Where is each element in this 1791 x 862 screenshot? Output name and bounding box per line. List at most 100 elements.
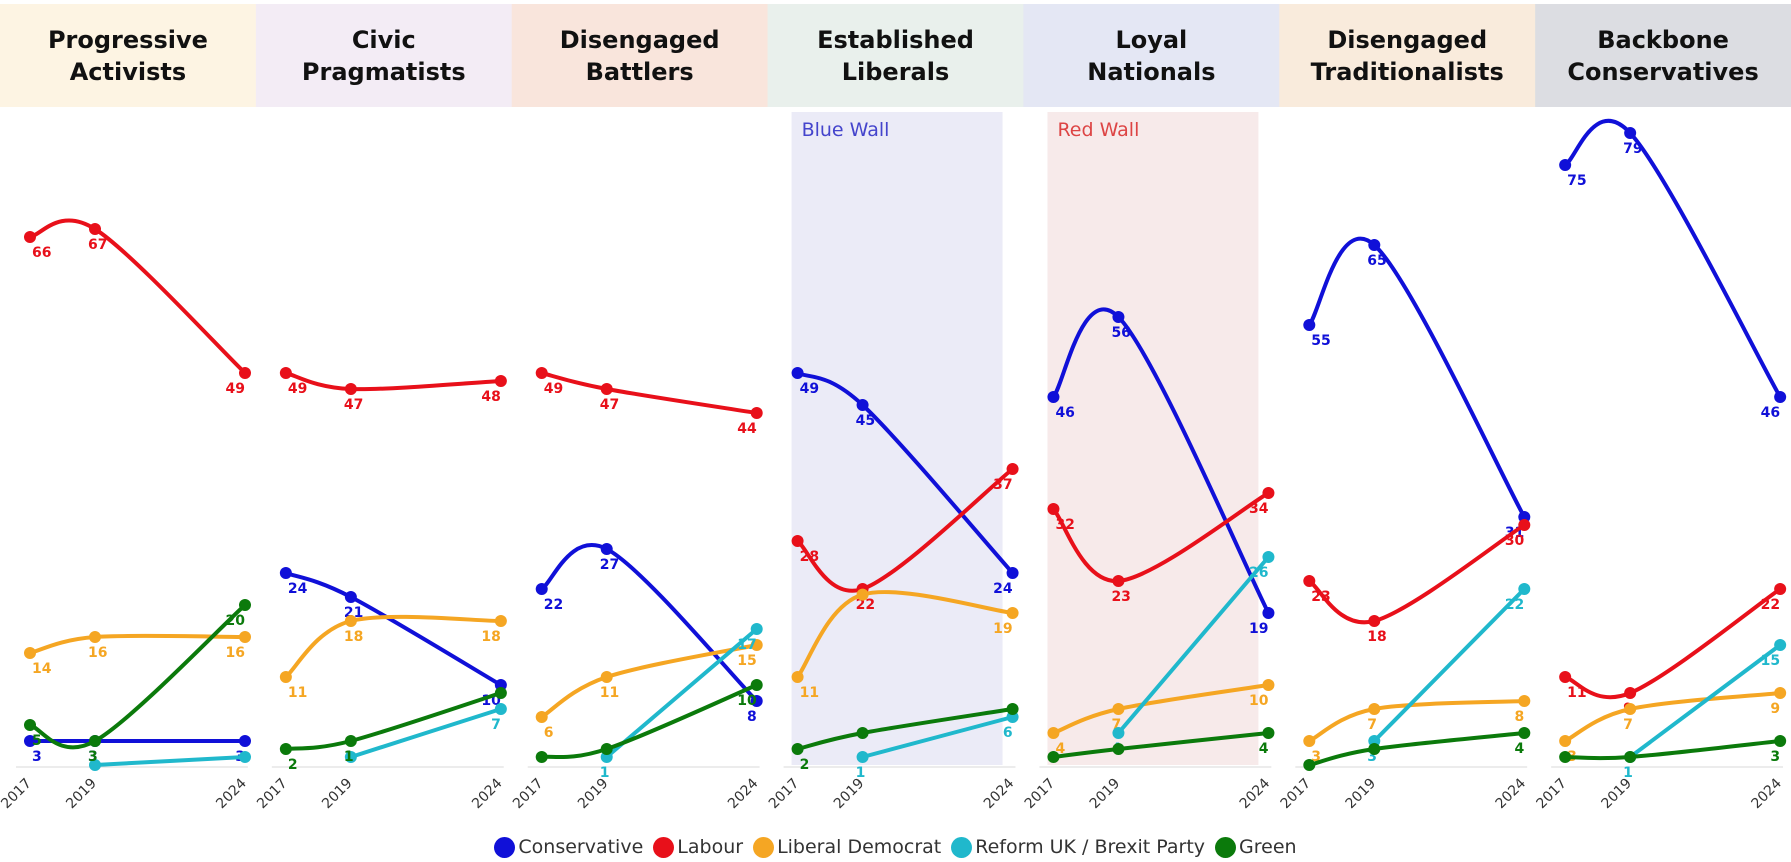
data-point [1559,735,1572,747]
data-label: 6 [1003,725,1013,741]
segment-panel: Disengaged Traditionalists 2017 2019 2024 55 6… [1278,4,1536,812]
data-label: 11 [1567,685,1586,701]
data-point [89,735,101,747]
x-tick-label: 2017 [510,776,547,813]
data-point [1303,575,1316,587]
data-label: 28 [800,549,819,565]
data-point [239,631,251,643]
data-point [239,751,251,763]
data-point [1006,607,1019,619]
segment-title: Civic [352,26,416,54]
data-point [1047,391,1060,403]
data-point [1112,727,1125,739]
data-point [1559,159,1572,171]
legend-label: Conservative [518,836,644,858]
series-line [1307,731,1527,767]
data-label: 23 [1111,589,1130,605]
series-line [1116,555,1271,735]
data-point [750,623,763,635]
region-label: Blue Wall [802,119,890,141]
data-point [600,671,613,683]
data-label: 15 [737,653,756,669]
data-point [535,367,548,379]
data-point [1774,735,1787,747]
region-label: Red Wall [1057,119,1139,141]
segment-title: Backbone [1597,26,1729,54]
data-point [279,367,292,379]
data-point [1518,727,1531,739]
segment-panel: Loyal Nationals Red Wall 2017 2019 2024 46 56 19… [1022,4,1280,812]
data-label: 47 [600,397,619,413]
data-point [239,367,251,379]
data-label: 47 [344,397,363,413]
data-point [239,735,251,747]
x-tick-label: 2017 [1533,776,1570,813]
data-label: 24 [993,581,1013,597]
data-label: 66 [32,245,51,261]
data-point [1368,615,1381,627]
data-label: 22 [1761,597,1780,613]
data-point [1368,703,1381,715]
data-point [1518,695,1531,707]
data-label: 4 [1259,741,1269,757]
data-point [856,751,869,763]
data-point [1774,391,1787,403]
x-tick-label: 2024 [725,775,762,812]
data-point [1518,519,1531,531]
data-label: 37 [993,477,1012,493]
series-line [28,603,247,750]
data-point [239,599,251,611]
data-label: 14 [32,661,52,677]
legend-swatch [494,836,516,858]
data-point [279,671,292,683]
data-label: 16 [226,645,245,661]
series-line [1307,236,1527,519]
data-label: 19 [1249,621,1268,637]
series-line [1051,731,1271,759]
data-label: 7 [491,717,501,733]
data-label: 22 [1505,597,1524,613]
data-label: 49 [226,381,245,397]
data-label: 5 [32,733,42,749]
segment-header [511,4,769,107]
data-label: 56 [1111,325,1130,341]
legend-item: Liberal Democrat [753,836,941,858]
data-point [535,751,548,763]
x-tick-label: 2019 [319,776,356,813]
segment-title: Liberals [842,58,950,86]
data-label: 3 [88,749,98,765]
segment-title: Activists [70,58,186,86]
data-point [1624,127,1637,139]
data-point [791,671,804,683]
data-point [1262,487,1275,499]
x-tick-label: 2024 [1748,775,1785,812]
data-point [1774,639,1787,651]
data-point [750,695,763,707]
region-shade [1047,112,1259,765]
data-point [1006,463,1019,475]
data-label: 26 [1249,565,1268,581]
data-point [856,399,869,411]
series-line [1563,587,1783,700]
x-tick-label: 2017 [1278,776,1315,813]
data-point [344,735,357,747]
data-label: 23 [1311,589,1330,605]
data-label: 22 [856,597,875,613]
x-tick-label: 2017 [0,776,35,813]
data-label: 30 [1505,533,1525,549]
data-label: 49 [800,381,819,397]
data-label: 32 [1055,517,1074,533]
data-label: 1 [344,749,354,765]
series-line [539,683,759,760]
data-point [24,735,36,747]
legend-swatch [753,836,775,858]
series-line [795,371,1015,575]
data-label: 55 [1311,333,1330,349]
data-label: 3 [1367,749,1377,765]
legend-item: Green [1215,836,1297,858]
data-point [89,223,101,235]
data-point [791,743,804,755]
